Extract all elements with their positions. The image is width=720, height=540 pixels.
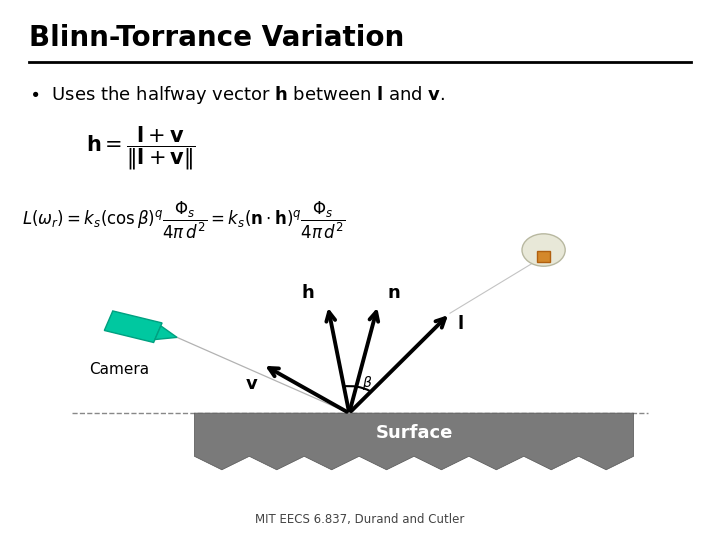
Text: $\mathbf{l}$: $\mathbf{l}$	[457, 315, 464, 333]
Circle shape	[522, 234, 565, 266]
Text: $\mathbf{h} = \dfrac{\mathbf{l}+\mathbf{v}}{\|\mathbf{l}+\mathbf{v}\|}$: $\mathbf{h} = \dfrac{\mathbf{l}+\mathbf{…	[86, 124, 196, 172]
Text: Surface: Surface	[375, 423, 453, 442]
Text: $\mathbf{n}$: $\mathbf{n}$	[387, 285, 400, 302]
Bar	[537, 251, 550, 262]
Text: Camera: Camera	[89, 362, 149, 377]
Text: Blinn-Torrance Variation: Blinn-Torrance Variation	[29, 24, 404, 52]
Text: MIT EECS 6.837, Durand and Cutler: MIT EECS 6.837, Durand and Cutler	[256, 514, 464, 526]
Text: $L(\omega_r) = k_s(\cos\beta)^q \dfrac{\Phi_s}{4\pi\, d^2} = k_s(\mathbf{n}\cdot: $L(\omega_r) = k_s(\cos\beta)^q \dfrac{\…	[22, 200, 346, 241]
Text: $\beta$: $\beta$	[362, 374, 372, 393]
Polygon shape	[194, 413, 634, 470]
Polygon shape	[155, 326, 177, 340]
Bar	[104, 311, 162, 342]
Text: $\bullet$  Uses the halfway vector $\mathbf{h}$ between $\mathbf{l}$ and $\mathb: $\bullet$ Uses the halfway vector $\math…	[29, 84, 445, 106]
Text: $\mathbf{h}$: $\mathbf{h}$	[301, 285, 315, 302]
Text: $\mathbf{v}$: $\mathbf{v}$	[246, 375, 258, 393]
